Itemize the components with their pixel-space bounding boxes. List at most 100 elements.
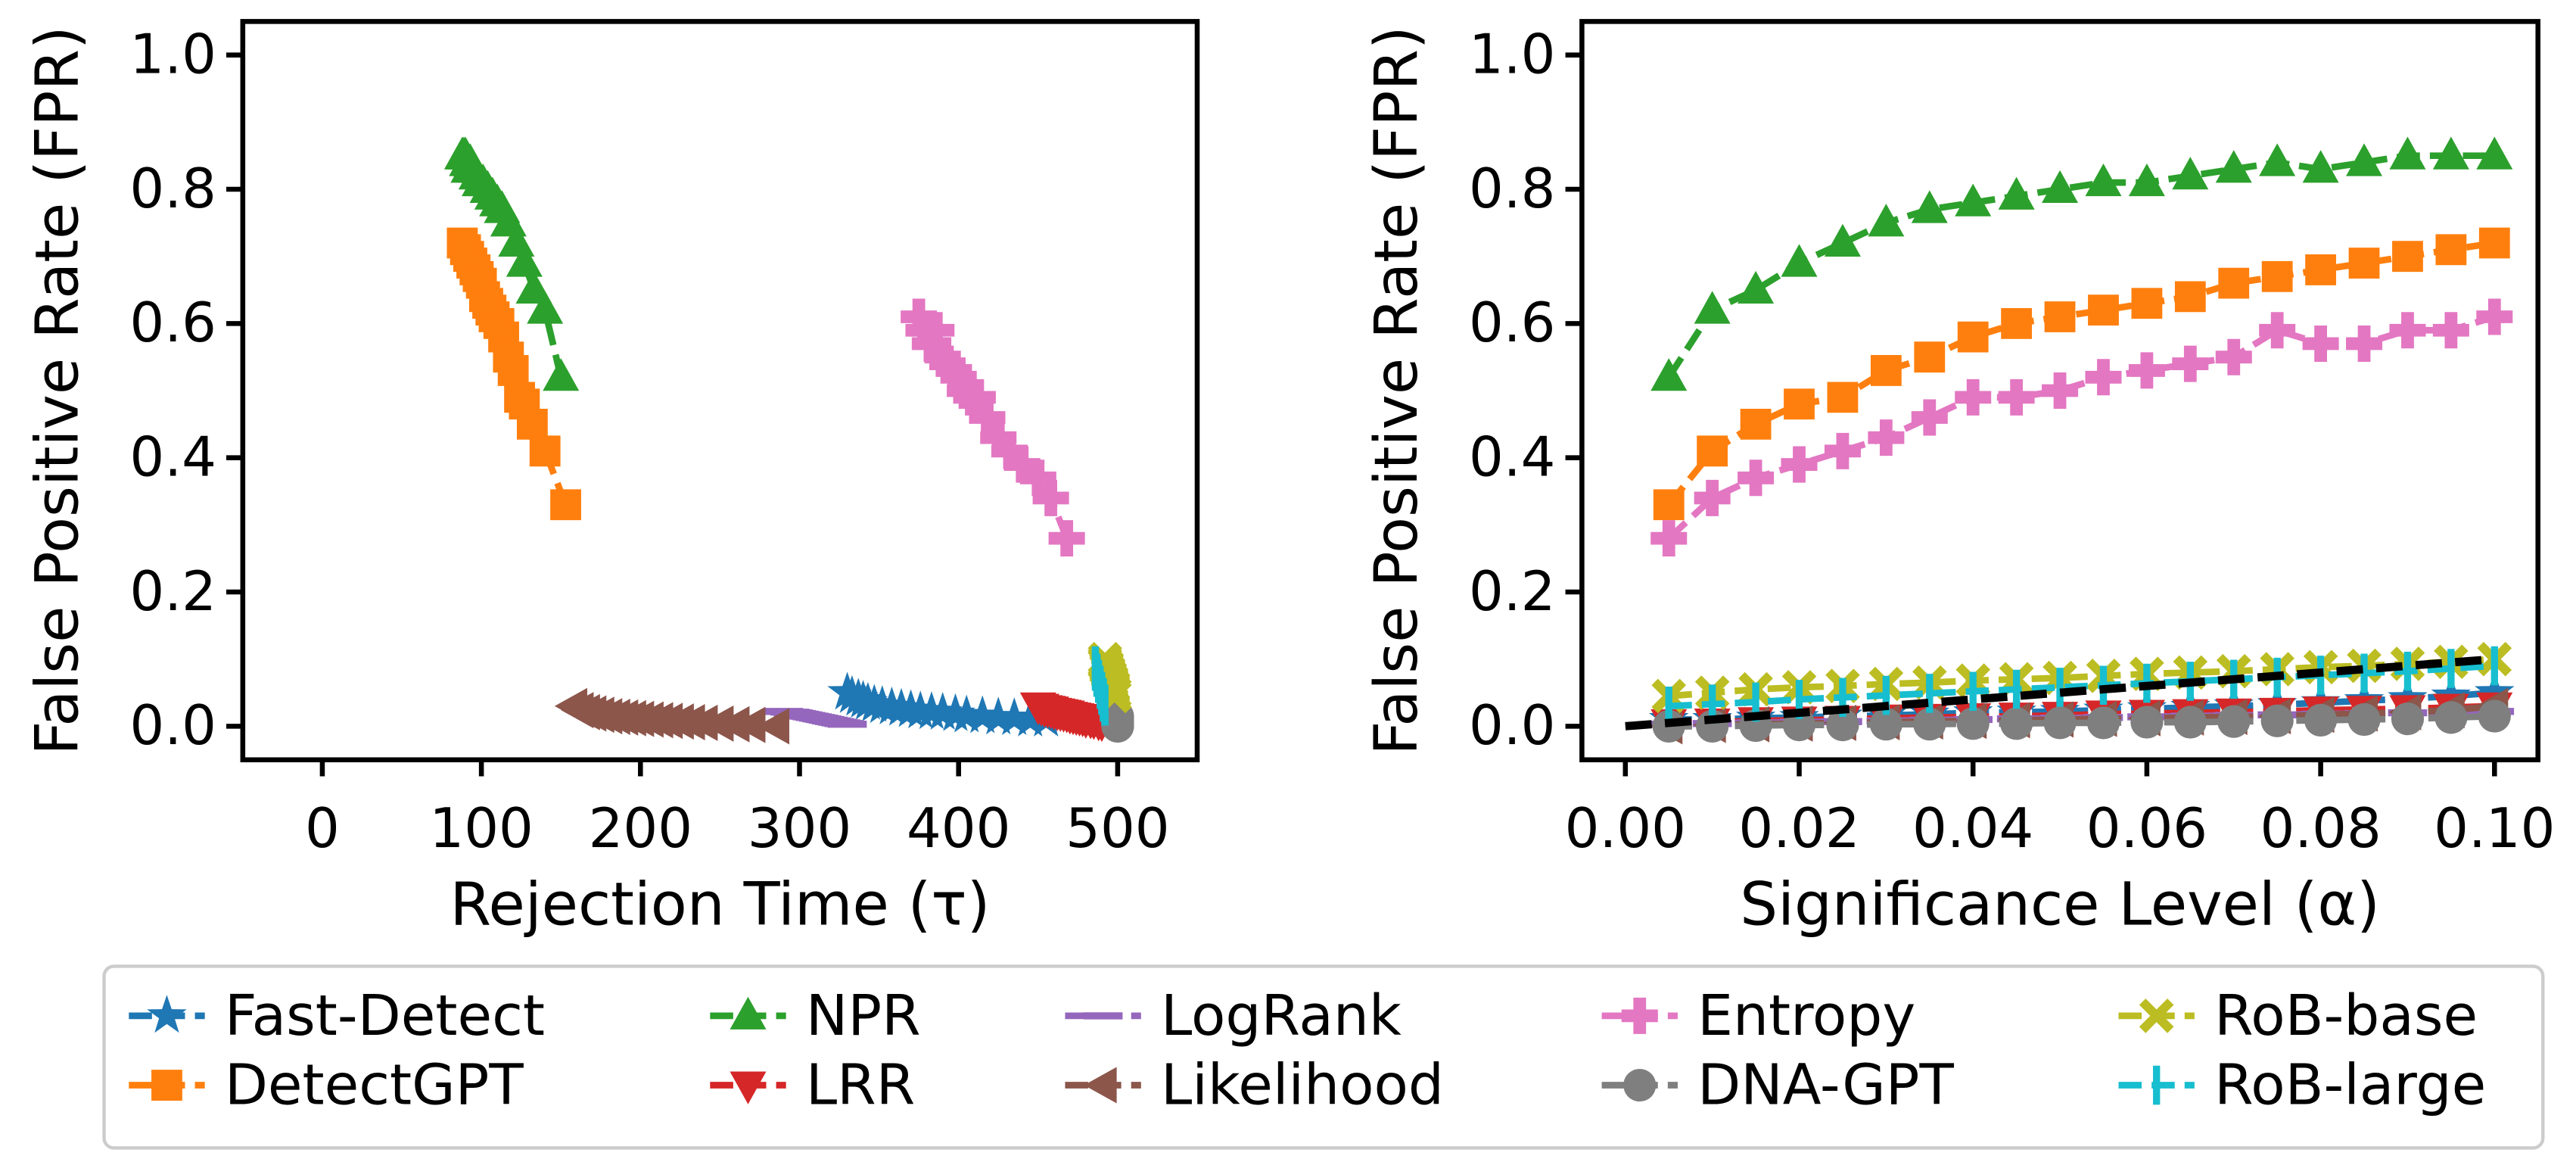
marker: [1084, 1067, 1117, 1104]
marker: [2086, 706, 2120, 740]
x-tick-label: 300: [748, 796, 851, 860]
y-tick-label: 0.6: [1469, 291, 1556, 354]
marker: [969, 399, 1006, 436]
marker: [504, 382, 535, 413]
marker: [2130, 706, 2164, 739]
marker: [2389, 312, 2426, 349]
marker: [2128, 352, 2165, 389]
marker: [2432, 312, 2469, 349]
marker: [1010, 698, 1050, 737]
marker: [756, 708, 789, 745]
y-tick-label: 0.2: [1469, 559, 1556, 623]
marker: [1913, 708, 1946, 741]
marker: [2261, 260, 2293, 292]
marker: [2085, 359, 2122, 396]
legend-label: DetectGPT: [225, 1052, 524, 1117]
marker: [2173, 706, 2207, 739]
marker: [1911, 190, 1948, 223]
marker: [953, 379, 990, 416]
marker: [2128, 163, 2165, 197]
marker: [2218, 267, 2250, 299]
marker: [1955, 379, 1992, 416]
marker: [730, 1071, 767, 1104]
marker: [2215, 338, 2252, 375]
x-tick-label: 0.08: [2260, 796, 2381, 860]
marker: [2478, 227, 2510, 259]
marker: [543, 358, 580, 391]
marker: [2085, 163, 2122, 197]
marker: [1621, 997, 1658, 1034]
legend-label: LRR: [806, 1052, 915, 1117]
marker: [980, 419, 1017, 456]
y-tick-label: 0.2: [129, 559, 216, 623]
marker: [2001, 307, 2033, 339]
y-tick-label: 0.4: [129, 425, 216, 489]
marker: [1998, 176, 2035, 210]
marker: [1914, 341, 1946, 373]
marker: [962, 695, 1003, 734]
marker: [1019, 692, 1056, 725]
marker: [2174, 281, 2206, 313]
marker: [991, 432, 1028, 469]
y-axis-label: False Positive Rate (FPR): [1361, 26, 1431, 755]
marker: [1650, 520, 1688, 557]
marker: [2012, 669, 2021, 709]
marker: [446, 227, 478, 259]
marker: [1623, 1068, 1657, 1102]
x-tick-label: 200: [589, 796, 692, 860]
marker: [1784, 388, 1815, 420]
marker: [1697, 435, 1728, 467]
series-line: RoB-large: [1669, 662, 2495, 710]
axes-frame: [1579, 19, 2541, 762]
marker: [2302, 325, 2339, 362]
axes-frame: [240, 19, 1200, 762]
legend-label: RoB-large: [2214, 1052, 2486, 1117]
y-tick-label: 0.8: [1469, 157, 1556, 220]
marker: [901, 298, 938, 335]
marker: [2000, 707, 2033, 740]
legend-box: [102, 964, 2545, 1150]
marker: [1091, 646, 1100, 686]
marker: [1911, 399, 1948, 436]
marker: [1019, 460, 1056, 497]
marker: [2260, 704, 2294, 737]
series-line: RoB-base: [1668, 656, 2495, 699]
marker: [151, 1070, 182, 1101]
y-tick-label: 0.0: [1469, 693, 1556, 757]
marker: [2447, 649, 2455, 688]
marker: [2088, 294, 2119, 326]
marker: [935, 693, 975, 731]
marker: [2044, 301, 2076, 332]
legend-label: Likelihood: [1161, 1052, 1444, 1117]
legend-label: Entropy: [1697, 983, 1915, 1048]
marker: [2490, 646, 2498, 686]
marker: [1694, 291, 1731, 324]
marker: [1738, 460, 1775, 497]
marker: [1032, 479, 1069, 516]
y-tick-label: 0.8: [129, 157, 216, 220]
marker: [2259, 143, 2296, 176]
legend-label: RoB-base: [2214, 983, 2478, 1048]
marker: [978, 696, 1019, 735]
marker: [1752, 682, 1759, 722]
marker: [2304, 703, 2338, 737]
legend-label: LogRank: [1161, 983, 1402, 1048]
x-tick-label: 0.10: [2434, 796, 2555, 860]
marker: [730, 996, 767, 1030]
x-tick-label: 0.04: [1912, 796, 2033, 860]
marker: [1738, 270, 1775, 304]
marker: [2391, 702, 2425, 736]
x-axis-label: Rejection Time (τ): [450, 870, 990, 939]
marker: [2215, 150, 2252, 183]
legend-label: DNA-GPT: [1697, 1052, 1954, 1117]
marker: [2056, 668, 2064, 707]
marker: [2389, 136, 2426, 170]
marker: [1740, 408, 1772, 440]
marker: [2042, 372, 2079, 410]
marker: [1048, 520, 1085, 557]
marker: [994, 697, 1034, 736]
marker: [2139, 998, 2174, 1033]
marker: [1969, 671, 1977, 712]
marker: [147, 995, 187, 1033]
marker: [1824, 223, 1861, 257]
